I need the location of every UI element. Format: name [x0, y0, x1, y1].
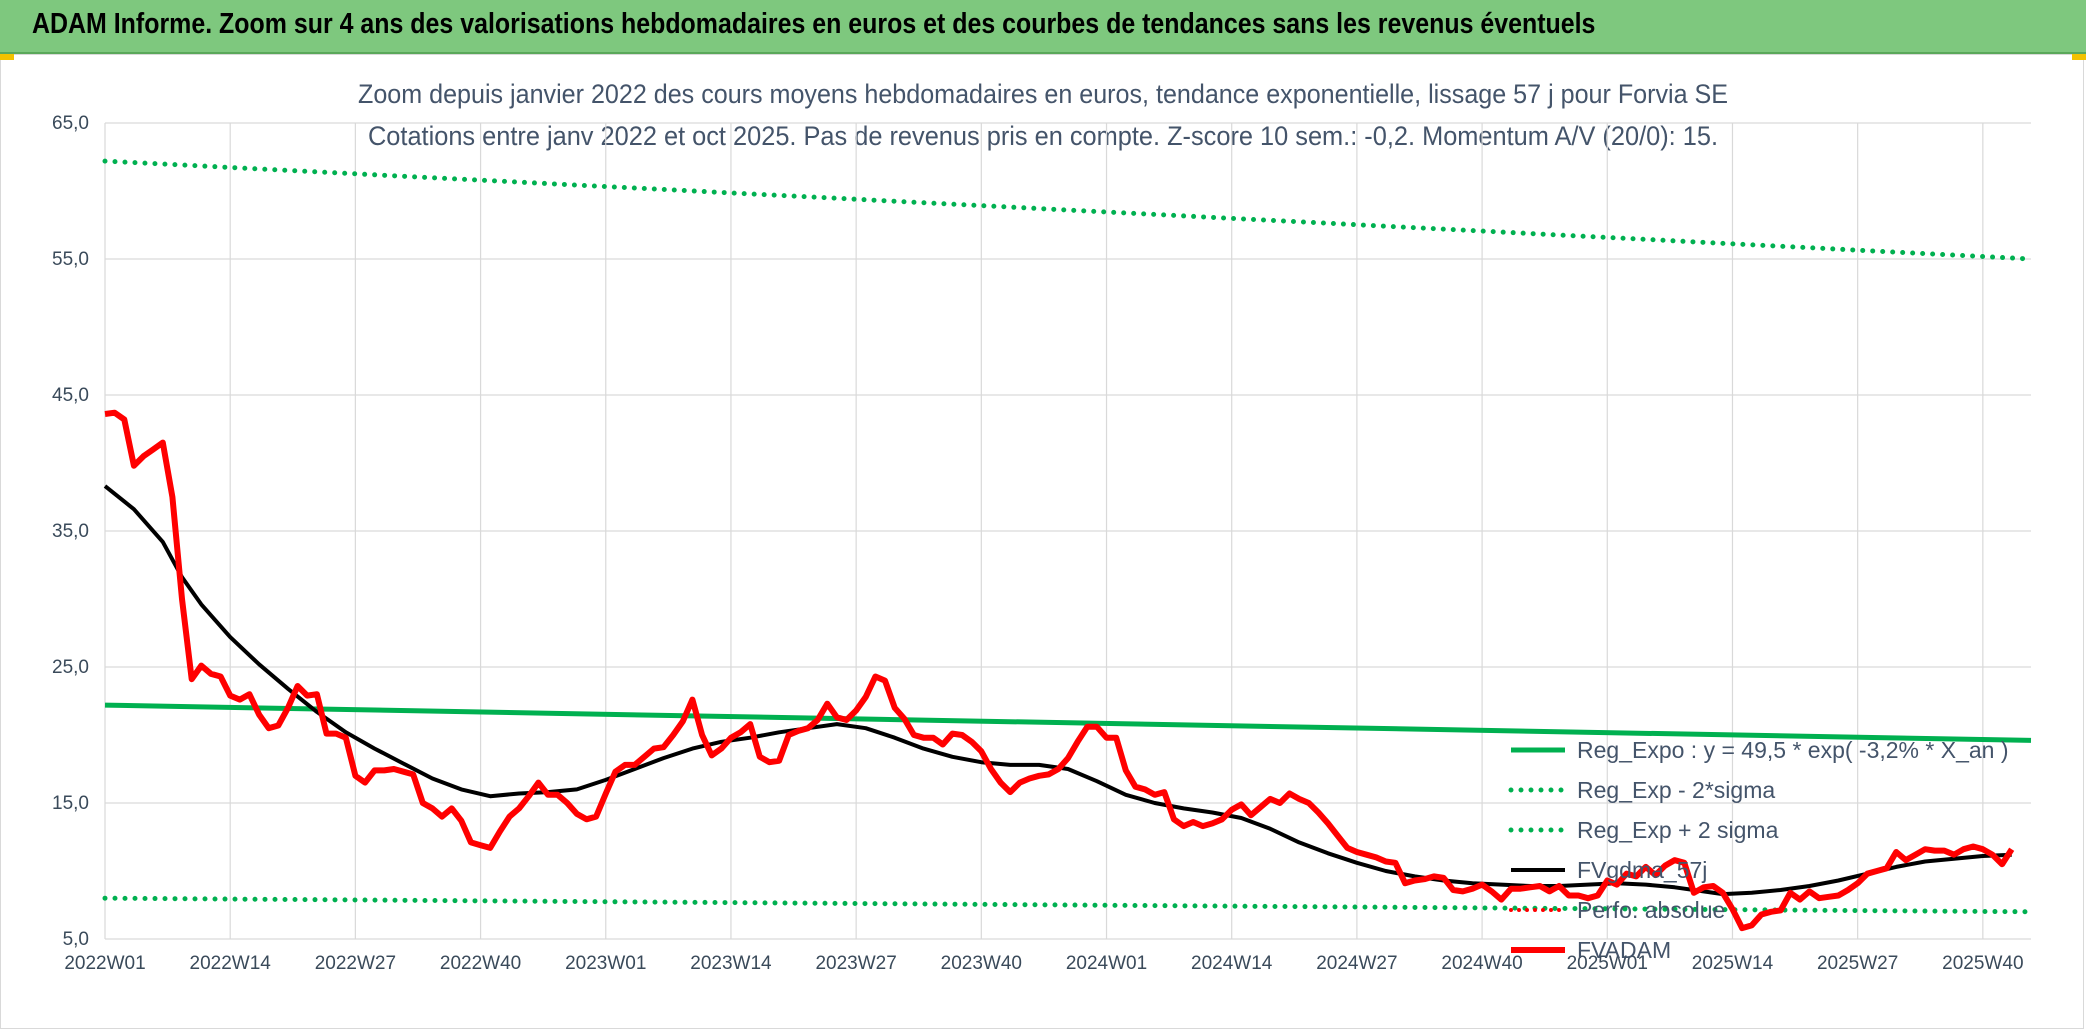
x-tick-label: 2024W40	[1441, 953, 1522, 974]
x-tick-label: 2025W14	[1692, 953, 1774, 974]
y-tick-label: 55,0	[52, 249, 89, 270]
series-reg-exp-minus-2sigma-line	[102, 895, 2034, 915]
y-tick-label: 35,0	[52, 521, 89, 542]
chart-plot: Zoom depuis janvier 2022 des cours moyen…	[52, 79, 2034, 974]
legend-fvadam-label: FVADAM	[1577, 937, 1671, 963]
series-reg-expo-line	[104, 702, 2032, 743]
series-reg-exp-plus-2sigma-line	[102, 158, 2034, 262]
x-tick-label: 2022W40	[440, 953, 521, 974]
x-tick-label: 2024W27	[1316, 953, 1397, 974]
series-fvadam-line	[104, 409, 2015, 932]
legend-fvgdma-57j-label: FVgdma_57j	[1577, 857, 1707, 883]
x-tick-label: 2023W27	[815, 953, 896, 974]
chart-subtitle: Cotations entre janv 2022 et oct 2025. P…	[368, 121, 1718, 151]
y-tick-label: 5,0	[63, 929, 89, 950]
y-tick-label: 45,0	[52, 385, 89, 406]
x-tick-label: 2024W01	[1066, 953, 1147, 974]
x-tick-label: 2022W01	[64, 953, 145, 974]
y-tick-label: 65,0	[52, 113, 89, 134]
x-tick-label: 2023W40	[941, 953, 1022, 974]
chart-title: Zoom depuis janvier 2022 des cours moyen…	[358, 79, 1728, 109]
y-tick-label: 25,0	[52, 657, 89, 678]
legend-reg-exp-minus-2sigma-label: Reg_Exp - 2*sigma	[1577, 777, 1775, 803]
x-tick-label: 2024W14	[1191, 953, 1273, 974]
x-tick-label: 2025W01	[1567, 953, 1648, 974]
report-banner: ADAM Informe. Zoom sur 4 ans des valoris…	[0, 0, 2086, 54]
chart-area: Zoom depuis janvier 2022 des cours moyen…	[0, 54, 2084, 1029]
x-tick-label: 2025W27	[1817, 953, 1898, 974]
report-banner-title: ADAM Informe. Zoom sur 4 ans des valoris…	[32, 8, 1596, 40]
x-tick-label: 2025W40	[1942, 953, 2023, 974]
x-tick-label: 2022W14	[190, 953, 272, 974]
legend-reg-exp-plus-2sigma-label: Reg_Exp + 2 sigma	[1577, 817, 1779, 843]
corner-marker-icon	[0, 54, 14, 60]
legend-perfo-absolue-label: Perfo. absolue	[1577, 897, 1725, 923]
corner-marker-icon	[2072, 54, 2086, 60]
x-tick-label: 2022W27	[315, 953, 396, 974]
y-tick-label: 15,0	[52, 793, 89, 814]
x-tick-label: 2023W14	[690, 953, 772, 974]
legend-reg-expo-label: Reg_Expo : y = 49,5 * exp( -3,2% * X_an …	[1577, 737, 2009, 763]
x-tick-label: 2023W01	[565, 953, 646, 974]
